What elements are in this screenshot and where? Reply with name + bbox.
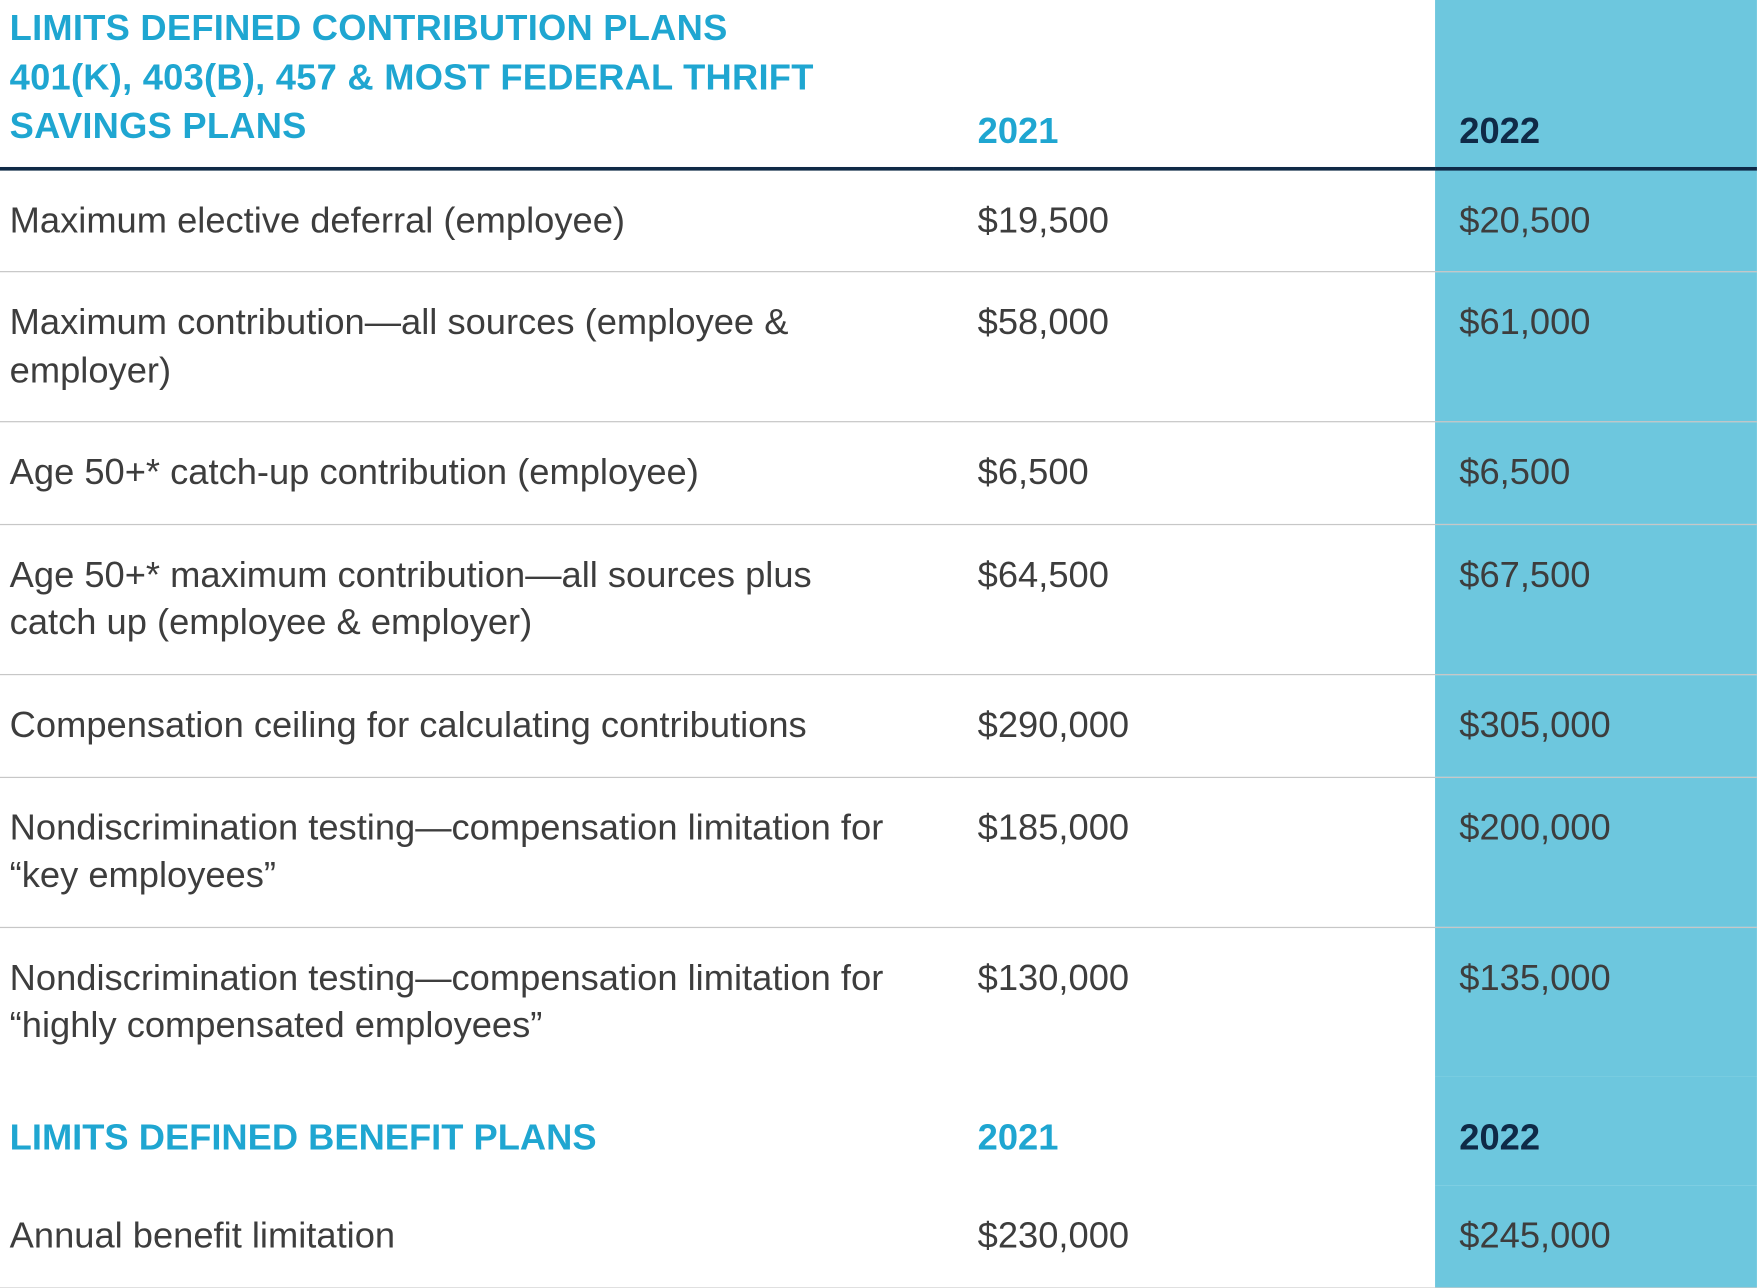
row-label: Maximum contribution—all sources (employ… — [0, 272, 953, 422]
section1-title-line1: LIMITS DEFINED CONTRIBUTION PLANS — [10, 5, 954, 54]
table-row: Age 50+* catch-up contribution (employee… — [0, 422, 1757, 524]
table-row: Compensation ceiling for calculating con… — [0, 675, 1757, 777]
row-label: Nondiscrimination testing—compensation l… — [0, 927, 953, 1077]
year1-header-2: 2021 — [953, 1077, 1435, 1186]
row-year2-value: $20,500 — [1435, 168, 1757, 272]
row-label: Age 50+* maximum contribution—all source… — [0, 524, 953, 674]
row-label: Age 50+* catch-up contribution (employee… — [0, 422, 953, 524]
table-row: Annual benefit limitation$230,000$245,00… — [0, 1186, 1757, 1288]
section2-header-row: LIMITS DEFINED BENEFIT PLANS20212022 — [0, 1077, 1757, 1186]
year1-header: 2021 — [953, 0, 1435, 166]
section2-title: LIMITS DEFINED BENEFIT PLANS — [10, 1118, 954, 1159]
year2-header: 2022 — [1435, 0, 1757, 166]
row-year1-value: $58,000 — [953, 272, 1435, 422]
section1-title-line2: 401(K), 403(B), 457 & MOST FEDERAL THRIF… — [10, 54, 954, 152]
row-year1-value: $64,500 — [953, 524, 1435, 674]
row-year2-value: $305,000 — [1435, 675, 1757, 777]
row-year2-value: $67,500 — [1435, 524, 1757, 674]
row-year1-value: $19,500 — [953, 168, 1435, 272]
row-year1-value: $6,500 — [953, 422, 1435, 524]
row-year2-value: $135,000 — [1435, 927, 1757, 1077]
row-year2-value: $6,500 — [1435, 422, 1757, 524]
row-year1-value: $185,000 — [953, 777, 1435, 927]
row-year1-value: $130,000 — [953, 927, 1435, 1077]
section1-header-row: LIMITS DEFINED CONTRIBUTION PLANS 401(K)… — [0, 0, 1757, 166]
year2-header-2: 2022 — [1435, 1077, 1757, 1186]
row-year2-value: $61,000 — [1435, 272, 1757, 422]
row-label: Maximum elective deferral (employee) — [0, 168, 953, 272]
row-year2-value: $245,000 — [1435, 1186, 1757, 1288]
table-row: Nondiscrimination testing—compensation l… — [0, 927, 1757, 1077]
table-row: Nondiscrimination testing—compensation l… — [0, 777, 1757, 927]
row-year1-value: $230,000 — [953, 1186, 1435, 1288]
row-year1-value: $290,000 — [953, 675, 1435, 777]
table-row: Maximum elective deferral (employee)$19,… — [0, 168, 1757, 272]
row-label: Annual benefit limitation — [0, 1186, 953, 1288]
limits-table: LIMITS DEFINED CONTRIBUTION PLANS 401(K)… — [0, 0, 1757, 1288]
table-row: Age 50+* maximum contribution—all source… — [0, 524, 1757, 674]
row-year2-value: $200,000 — [1435, 777, 1757, 927]
row-label: Nondiscrimination testing—compensation l… — [0, 777, 953, 927]
row-label: Compensation ceiling for calculating con… — [0, 675, 953, 777]
table-row: Maximum contribution—all sources (employ… — [0, 272, 1757, 422]
